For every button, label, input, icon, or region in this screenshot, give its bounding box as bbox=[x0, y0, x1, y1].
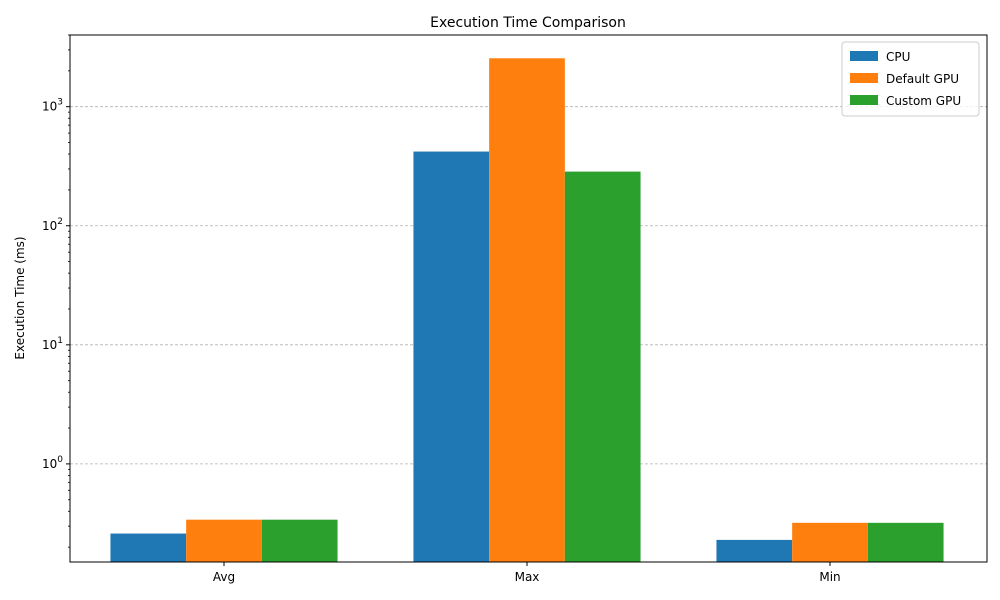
bar-default-gpu-avg bbox=[186, 519, 262, 562]
grid-lines bbox=[70, 106, 987, 465]
x-tick-label: Min bbox=[819, 570, 840, 584]
legend-label: Default GPU bbox=[886, 72, 959, 86]
bars bbox=[110, 58, 944, 562]
legend-swatch bbox=[850, 73, 878, 83]
chart-title: Execution Time Comparison bbox=[430, 15, 626, 31]
bar-custom-gpu-min bbox=[867, 522, 944, 562]
y-tick-label: 100 bbox=[42, 455, 63, 471]
bar-cpu-min bbox=[716, 539, 793, 562]
legend-swatch bbox=[850, 95, 878, 105]
bar-cpu-avg bbox=[110, 533, 187, 562]
axes: 100 101 102 103 Avg Max Min bbox=[42, 34, 841, 584]
legend: CPU Default GPU Custom GPU bbox=[841, 41, 980, 117]
x-tick-label: Avg bbox=[213, 570, 235, 584]
bar-default-gpu-max bbox=[489, 58, 565, 562]
legend-label: Custom GPU bbox=[886, 94, 961, 108]
bar-cpu-max bbox=[413, 151, 490, 562]
bar-custom-gpu-max bbox=[564, 171, 641, 562]
x-tick-label: Max bbox=[515, 570, 540, 584]
y-tick-label: 102 bbox=[42, 217, 63, 233]
legend-swatch bbox=[850, 51, 878, 61]
bar-default-gpu-min bbox=[792, 522, 868, 562]
plot-frame bbox=[69, 34, 988, 563]
bar-custom-gpu-avg bbox=[261, 519, 338, 562]
y-tick-label: 103 bbox=[42, 98, 63, 114]
y-axis-label: Execution Time (ms) bbox=[13, 236, 27, 359]
y-tick-label: 101 bbox=[42, 336, 63, 352]
legend-label: CPU bbox=[886, 50, 910, 64]
